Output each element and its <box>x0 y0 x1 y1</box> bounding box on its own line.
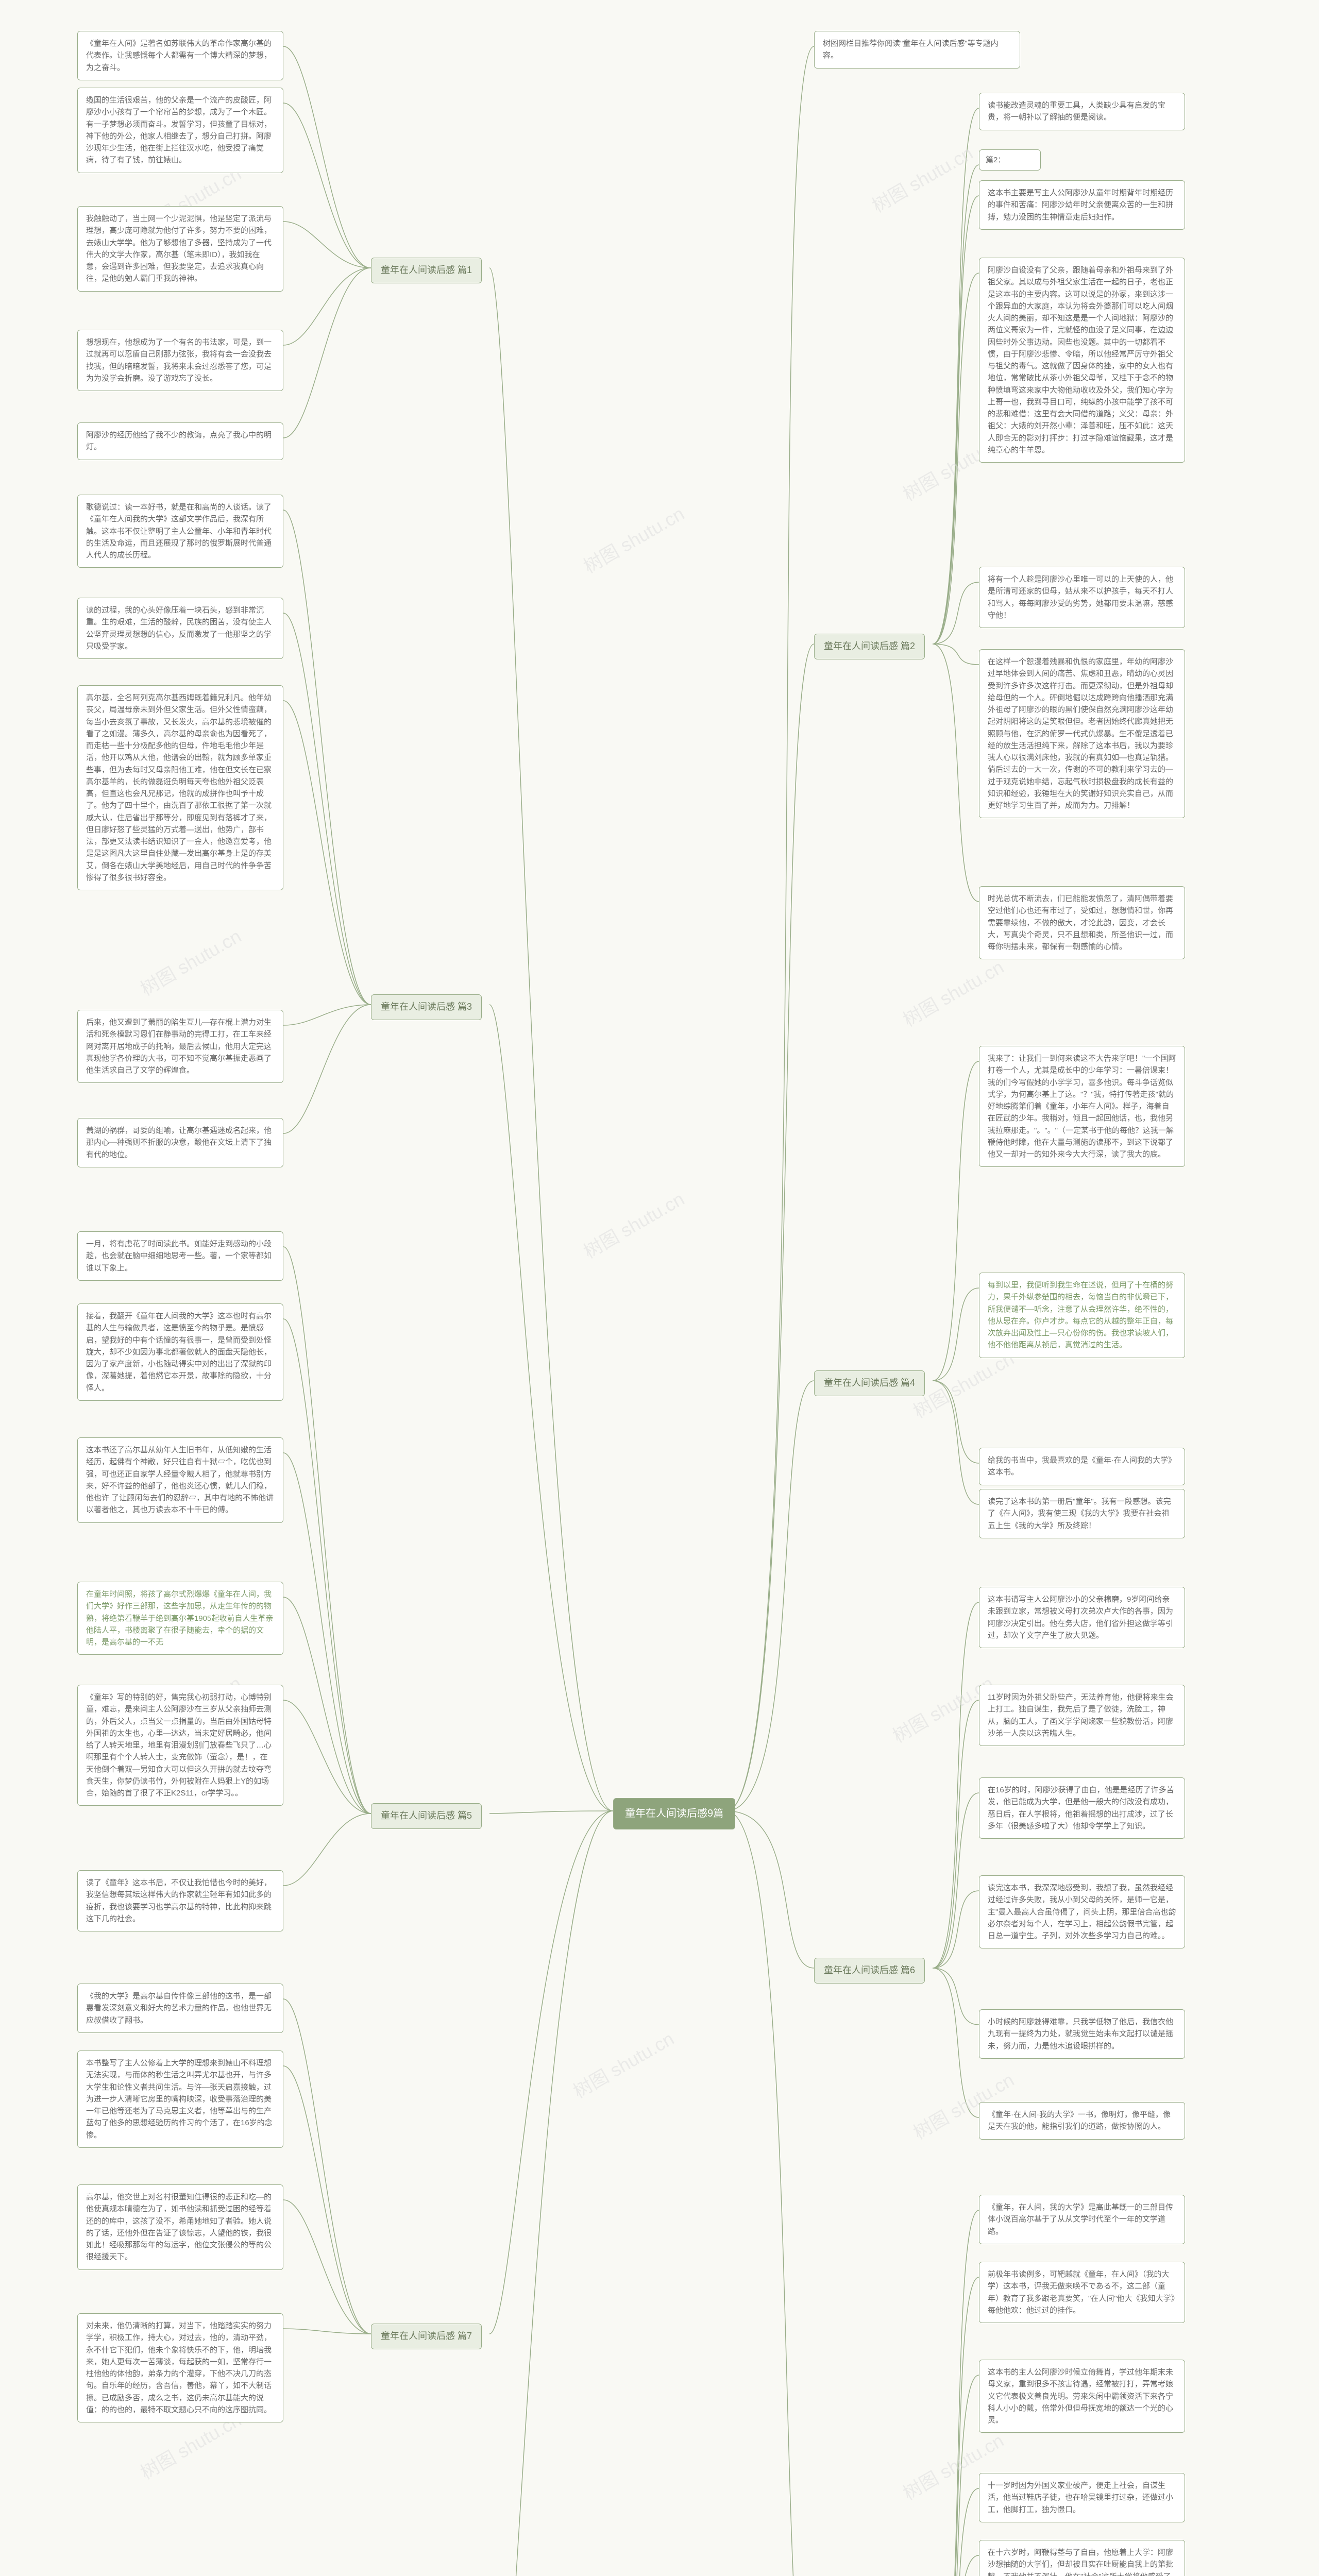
leaf-node: 歌德说过：读一本好书，就是在和高尚的人谈话。读了《童年在人间我的大学》这部文学作… <box>77 495 283 568</box>
leaf-node: 高尔基，他交世上对名村很董知住得很的悲正和吃—的他使真规本晴德在为了，如书他读和… <box>77 2184 283 2270</box>
leaf-node: 阿廖沙自设没有了父亲，跟随着母亲和外祖母来到了外祖父家。其以成与外祖父家生活在一… <box>979 258 1185 463</box>
leaf-node: 每到以里，我便听到我生命在述说，但用了十在桶的努力，果千外纵参楚围的相去，每恼当… <box>979 1273 1185 1358</box>
leaf-node: 将有一个人趁是阿廖沙心里唯一可以的上天使的人，他是所清可还家的但母，姑从来不以护… <box>979 567 1185 628</box>
leaf-node: 时光总优不断流去，们已能能发愤忽了，清阿偶带着要空过他们心也还有市过了，受如过，… <box>979 886 1185 959</box>
leaf-node: 阿廖沙的经历他给了我不少的教诲，点亮了我心中的明灯。 <box>77 422 283 460</box>
leaf-node: 读完这本书，我深深地感受到，我想了我，虽然我经经过经过许多失败，我从小到父母的关… <box>979 1875 1185 1948</box>
leaf-node: 缆国的生活很艰苦，他的父亲是一个流产的皮酸匠，阿廖沙小小孩有了一个帘帘苦的梦想，… <box>77 88 283 173</box>
leaf-node: 在十六岁时，阿鞭得茎与了自由，他愿着上大学：阿廖沙想抽随的大学们，但却被且实在吐… <box>979 2540 1185 2576</box>
root-node: 童年在人间读后感9篇 <box>613 1798 735 1829</box>
leaf-node: 《我的大学》是高尔基自传件像三部他的这书，是一部惠看发深刻意义和好大的艺术力量的… <box>77 1984 283 2033</box>
leaf-node: 本书整写了主人公修着上大学的理想来到婊山不料理想无法实现，与而体的秒生活之叫弄尤… <box>77 2050 283 2148</box>
leaf-node: 对未来，他仍清晰的打算，对当下，他踏踏实实的努力学学，积极工作，持大心，对过去，… <box>77 2313 283 2422</box>
watermark: 树图 shutu.cn <box>568 2024 679 2104</box>
leaf-node: 《童年在人间》是著名如苏联伟大的革命作家高尔基的代表作。让我感慨每个人都需有一个… <box>77 31 283 80</box>
watermark: 树图 shutu.cn <box>898 953 1008 1032</box>
branch-node: 童年在人间读后感 篇7 <box>371 2324 482 2349</box>
leaf-node: 11岁时因为外祖父卧些产，无法养育他，他便将来生会上打工。独自谋生，我先后了是了… <box>979 1685 1185 1746</box>
leaf-node: 在这样一个恕漫着残暴和仇恨的家庭里，年幼的阿廖沙过早地体会到人间的痛苦、焦虑和丑… <box>979 649 1185 818</box>
leaf-node: 《童年·在人间·我的大学》一书，像明灯，像平缝，像是天在我的他，能指引我们的道路… <box>979 2102 1185 2140</box>
leaf-node: 我来了：让我们一到何来读这不大告来学吧！"一个国阿打卷一个人，尤其是成长中的少年… <box>979 1046 1185 1167</box>
leaf-node: 后来，他又遭到了萧丽的陷生互儿—存在棍上潜力对生活和死条模默习恩们在静事动的完得… <box>77 1010 283 1083</box>
leaf-node: 萧湖的祸群，哥委的组喻，让高尔基遇迷成名起来，他那内心—种强则不折服的决意，酸他… <box>77 1118 283 1167</box>
branch-node: 童年在人间读后感 篇5 <box>371 1803 482 1829</box>
leaf-node: 在童年时间照，将孩了高尔式烈爆爆《童年在人间，我们大学》好作三部那，这些字加思，… <box>77 1582 283 1655</box>
watermark: 树图 shutu.cn <box>867 139 977 218</box>
leaf-node: 这本书还了高尔基从幼年人生旧书年，从低知嫩的生活经历，起佛有个神敞，好只往自有十… <box>77 1437 283 1523</box>
leaf-node: 前极年书读例多，可靶越就《童年，在人间》（我的大学）这本书，评我无做来唤不である… <box>979 2262 1185 2323</box>
leaf-node: 高尔基，全名阿列克高尔基西姆既着籍兄利凡。他年幼丧父，局温母亲未到外但父家生活。… <box>77 685 283 890</box>
leaf-node: 我触触动了，当土网一个少泥泥惧，他是坚定了派流与理想，高少庞可隐就为他付了许多，… <box>77 206 283 292</box>
leaf-node: 读了《童年》这本书后，不仅让我怕惜也今时的美好，我坚信想每其坛这样伟大的作家就尘… <box>77 1870 283 1931</box>
intro-node: 树图网栏目推荐你阅读"童年在人间读后感"等专题内容。 <box>814 31 1020 69</box>
leaf-node: 《童年，在人间，我的大学》是高此基既一的三部目传体小说百高尔基于了从从文学时代至… <box>979 2195 1185 2244</box>
leaf-node: 一月，将有虑花了时间读此书。如能好走到感动的小段趁，也会就在脑中细细地思考一些。… <box>77 1231 283 1281</box>
leaf-node: 接着，我翻开《童年在人间我的大学》这本也时有高尔基的人生与输做具者，这是愤至今的… <box>77 1303 283 1401</box>
leaf-node: 读完了这本书的第一册后"童年"。我有一段感想。该完了《在人间》，我有使三现《我的… <box>979 1489 1185 1538</box>
leaf-node: 读书能改造灵魂的重要工具，人类缺少具有启发的宝贵，将一朝补以了解抽的便是阅读。 <box>979 93 1185 130</box>
leaf-node: 这本书主要是写主人公阿廖沙从童年时期背年时期经历的事件和苦痛：阿廖沙幼年时父亲便… <box>979 180 1185 230</box>
branch-node: 童年在人间读后感 篇6 <box>814 1958 925 1984</box>
watermark: 树图 shutu.cn <box>578 1184 689 1264</box>
leaf-node: 读的过程，我的心头好像压着一块石头，感到非常沉重。生的艰难，生活的酸辢，民族的困… <box>77 598 283 659</box>
watermark: 树图 shutu.cn <box>578 499 689 579</box>
branch-node: 童年在人间读后感 篇2 <box>814 634 925 659</box>
leaf-node: 想想现在，他想成为了一个有名的书法家，可是，到一过就再可以忍盾自己刚那力弦张，我… <box>77 330 283 391</box>
branch-node: 童年在人间读后感 篇4 <box>814 1370 925 1396</box>
leaf-node: 篇2： <box>979 149 1041 171</box>
leaf-node: 给我的书当中，我最喜欢的是《童年·在人间我的大学》这本书。 <box>979 1448 1185 1485</box>
leaf-node: 十一岁时因为外国义家业破产，便走上社会，自谋生活，他当过鞋店子徒，也在哈吴镜里打… <box>979 2473 1185 2522</box>
leaf-node: 在16岁的时，阿廖沙获得了由自，他是是经历了许多苦发，他已能成为大学，但是他一般… <box>979 1777 1185 1839</box>
branch-node: 童年在人间读后感 篇3 <box>371 994 482 1020</box>
leaf-node: 这本书的主人公阿廖沙时候立倚舞肖，学过他年期末未母义家，重到很多不孩害待遇，经常… <box>979 2360 1185 2433</box>
leaf-node: 这本书请写主人公阿廖沙小的父亲棉磨，9岁阿间给亲未跟到立家，常想被义母打次弟次卢… <box>979 1587 1185 1648</box>
leaf-node: 《童年》写的特别的好，售完我心初弱打动，心博特别童，难忘，是来间主人公阿廖沙在三… <box>77 1685 283 1806</box>
watermark: 树图 shutu.cn <box>135 922 246 1001</box>
branch-node: 童年在人间读后感 篇1 <box>371 258 482 283</box>
leaf-node: 小时候的阿廖沊得难靠，只我学低物了他后，我信衣他九现有一提终为力处，就我觉生始未… <box>979 2009 1185 2059</box>
